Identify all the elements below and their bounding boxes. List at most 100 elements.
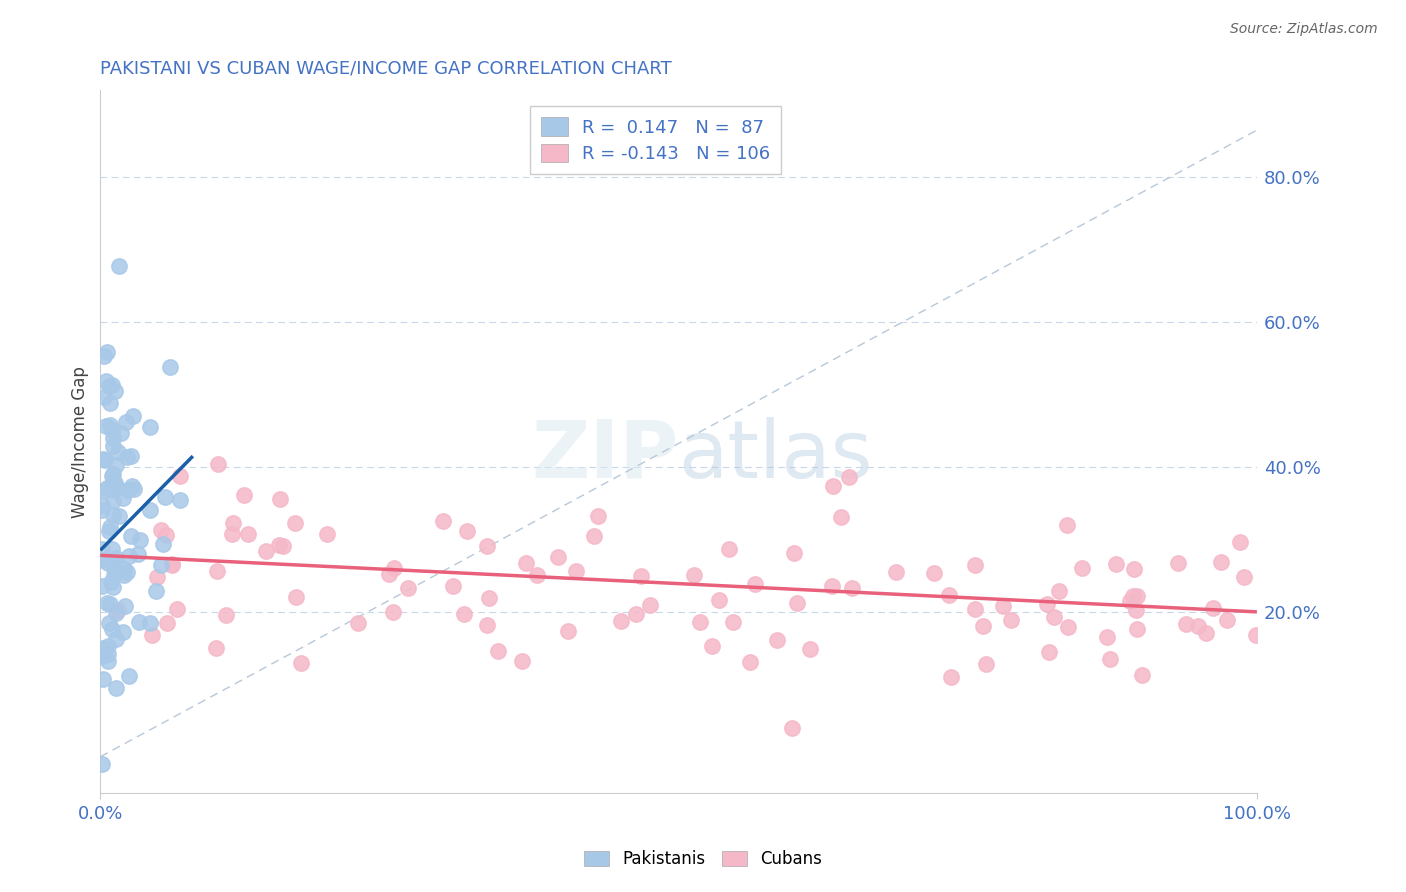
Point <box>98 597 121 611</box>
Point <box>624 607 647 621</box>
Point <box>884 565 907 579</box>
Point <box>638 599 661 613</box>
Point <box>1125 603 1147 617</box>
Point <box>94 418 117 433</box>
Point <box>105 481 128 495</box>
Point <box>478 591 501 605</box>
Point <box>139 616 162 631</box>
Point <box>141 628 163 642</box>
Point <box>1175 616 1198 631</box>
Point <box>689 615 711 629</box>
Point <box>115 415 138 429</box>
Point <box>103 494 125 508</box>
Point <box>100 575 122 590</box>
Text: Source: ZipAtlas.com: Source: ZipAtlas.com <box>1230 22 1378 37</box>
Point <box>683 567 706 582</box>
Point <box>104 476 127 491</box>
Point <box>108 508 131 523</box>
Point <box>104 384 127 398</box>
Point <box>830 510 852 524</box>
Point <box>1195 626 1218 640</box>
Point <box>104 606 127 620</box>
Point <box>586 508 609 523</box>
Point <box>104 550 127 565</box>
Point <box>91 672 114 686</box>
Point <box>101 423 124 437</box>
Point <box>91 640 114 655</box>
Point <box>547 550 569 565</box>
Point <box>97 556 120 570</box>
Point <box>269 491 291 506</box>
Point <box>150 523 173 537</box>
Point <box>97 647 120 661</box>
Point <box>205 564 228 578</box>
Point <box>1126 622 1149 636</box>
Point <box>128 533 150 547</box>
Point <box>107 603 129 617</box>
Point <box>121 479 143 493</box>
Point <box>120 449 142 463</box>
Point <box>160 558 183 573</box>
Point <box>152 537 174 551</box>
Text: atlas: atlas <box>679 417 873 495</box>
Point <box>254 544 277 558</box>
Point <box>382 560 405 574</box>
Point <box>1095 630 1118 644</box>
Point <box>316 526 339 541</box>
Point <box>101 439 124 453</box>
Point <box>765 633 787 648</box>
Point <box>117 668 139 682</box>
Point <box>783 546 806 560</box>
Point <box>821 479 844 493</box>
Point <box>786 596 808 610</box>
Point <box>1070 561 1092 575</box>
Point <box>456 524 478 538</box>
Point <box>97 654 120 668</box>
Point <box>103 483 125 498</box>
Point <box>159 360 181 375</box>
Point <box>1215 614 1237 628</box>
Point <box>90 541 112 556</box>
Point <box>477 618 499 632</box>
Point <box>145 584 167 599</box>
Point <box>236 526 259 541</box>
Point <box>90 649 112 664</box>
Point <box>707 592 730 607</box>
Point <box>98 524 121 538</box>
Point <box>700 640 723 654</box>
Point <box>114 599 136 614</box>
Legend: Pakistanis, Cubans: Pakistanis, Cubans <box>578 844 828 875</box>
Point <box>1000 613 1022 627</box>
Point <box>285 591 308 605</box>
Point <box>1038 644 1060 658</box>
Point <box>1187 619 1209 633</box>
Point <box>94 374 117 388</box>
Point <box>565 564 588 578</box>
Y-axis label: Wage/Income Gap: Wage/Income Gap <box>72 366 89 517</box>
Point <box>93 391 115 405</box>
Point <box>1099 652 1122 666</box>
Point <box>347 615 370 630</box>
Point <box>115 566 138 580</box>
Point <box>991 599 1014 614</box>
Point <box>101 475 124 489</box>
Point <box>169 468 191 483</box>
Point <box>146 570 169 584</box>
Point <box>922 566 945 581</box>
Point <box>96 345 118 359</box>
Point <box>441 579 464 593</box>
Point <box>98 395 121 409</box>
Point <box>110 425 132 440</box>
Point <box>974 657 997 672</box>
Point <box>222 516 245 530</box>
Point <box>378 566 401 581</box>
Point <box>127 547 149 561</box>
Point <box>156 615 179 630</box>
Point <box>1122 562 1144 576</box>
Text: PAKISTANI VS CUBAN WAGE/INCOME GAP CORRELATION CHART: PAKISTANI VS CUBAN WAGE/INCOME GAP CORRE… <box>100 60 672 78</box>
Point <box>117 483 139 498</box>
Point <box>610 614 633 628</box>
Point <box>98 616 121 631</box>
Point <box>938 589 960 603</box>
Point <box>115 450 138 465</box>
